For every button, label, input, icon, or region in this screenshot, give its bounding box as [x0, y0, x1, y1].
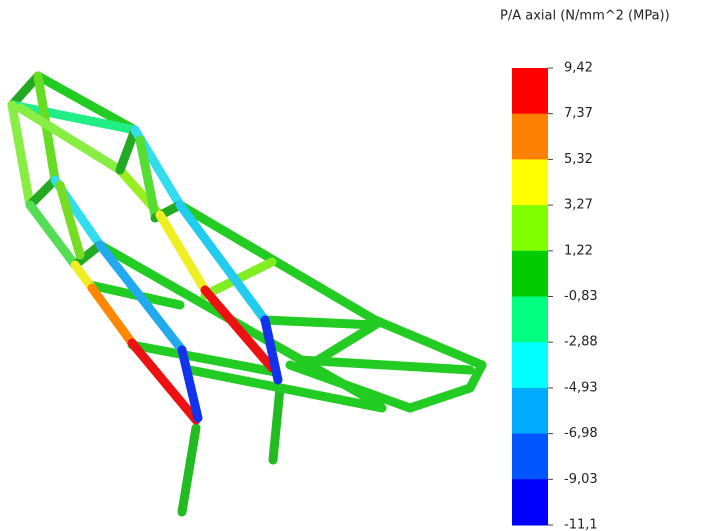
- screen: P/A axial (N/mm^2 (MPa)) 9,42 7,37 5,32 3,2…: [0, 0, 717, 531]
- legend-band: [512, 159, 548, 205]
- legend-label: -0,83: [564, 289, 598, 304]
- legend-band: [512, 205, 548, 251]
- legend-title: P/A axial (N/mm^2 (MPa)): [500, 9, 670, 24]
- legend-label: -4,93: [564, 380, 598, 395]
- legend-label: -6,98: [564, 426, 598, 441]
- legend-label: 7,37: [564, 106, 593, 121]
- legend-label: 1,22: [564, 243, 593, 258]
- legend-label: 9,42: [564, 61, 593, 76]
- frame-model: [12, 76, 482, 512]
- legend-label: -11,1: [564, 518, 598, 531]
- legend-band: [512, 297, 548, 343]
- legend-band: [512, 114, 548, 160]
- legend-band: [512, 388, 548, 434]
- legend: 9,42 7,37 5,32 3,27 1,22 -0,83 -2,88 -4,93 -6,98…: [512, 61, 598, 531]
- legend-band: [512, 342, 548, 388]
- legend-label: -2,88: [564, 335, 598, 350]
- legend-band: [512, 434, 548, 480]
- legend-label: 5,32: [564, 152, 593, 167]
- legend-label: 3,27: [564, 198, 593, 213]
- legend-band: [512, 479, 548, 525]
- legend-band: [512, 68, 548, 114]
- legend-band: [512, 251, 548, 297]
- legend-label: -9,03: [564, 472, 598, 487]
